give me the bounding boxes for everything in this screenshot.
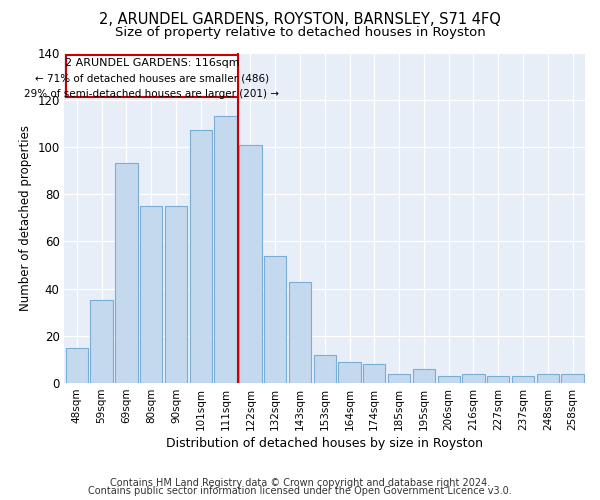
Bar: [289, 282, 311, 383]
Text: ← 71% of detached houses are smaller (486): ← 71% of detached houses are smaller (48…: [35, 74, 269, 84]
Bar: [264, 256, 286, 383]
Text: Contains HM Land Registry data © Crown copyright and database right 2024.: Contains HM Land Registry data © Crown c…: [110, 478, 490, 488]
Bar: [140, 206, 163, 383]
Bar: [314, 354, 336, 383]
Text: 29% of semi-detached houses are larger (201) →: 29% of semi-detached houses are larger (…: [25, 89, 280, 99]
Bar: [562, 374, 584, 383]
Bar: [487, 376, 509, 383]
Bar: [413, 369, 435, 383]
Text: 2 ARUNDEL GARDENS: 116sqm: 2 ARUNDEL GARDENS: 116sqm: [65, 58, 239, 68]
Bar: [536, 374, 559, 383]
Bar: [115, 164, 137, 383]
Bar: [239, 144, 262, 383]
Bar: [512, 376, 534, 383]
Text: 2, ARUNDEL GARDENS, ROYSTON, BARNSLEY, S71 4FQ: 2, ARUNDEL GARDENS, ROYSTON, BARNSLEY, S…: [99, 12, 501, 28]
Bar: [65, 348, 88, 383]
Bar: [165, 206, 187, 383]
Bar: [91, 300, 113, 383]
X-axis label: Distribution of detached houses by size in Royston: Distribution of detached houses by size …: [166, 437, 483, 450]
Bar: [388, 374, 410, 383]
Y-axis label: Number of detached properties: Number of detached properties: [19, 125, 32, 311]
Bar: [437, 376, 460, 383]
FancyBboxPatch shape: [65, 55, 238, 98]
Bar: [363, 364, 385, 383]
Bar: [338, 362, 361, 383]
Text: Size of property relative to detached houses in Royston: Size of property relative to detached ho…: [115, 26, 485, 39]
Bar: [214, 116, 237, 383]
Bar: [462, 374, 485, 383]
Text: Contains public sector information licensed under the Open Government Licence v3: Contains public sector information licen…: [88, 486, 512, 496]
Bar: [190, 130, 212, 383]
